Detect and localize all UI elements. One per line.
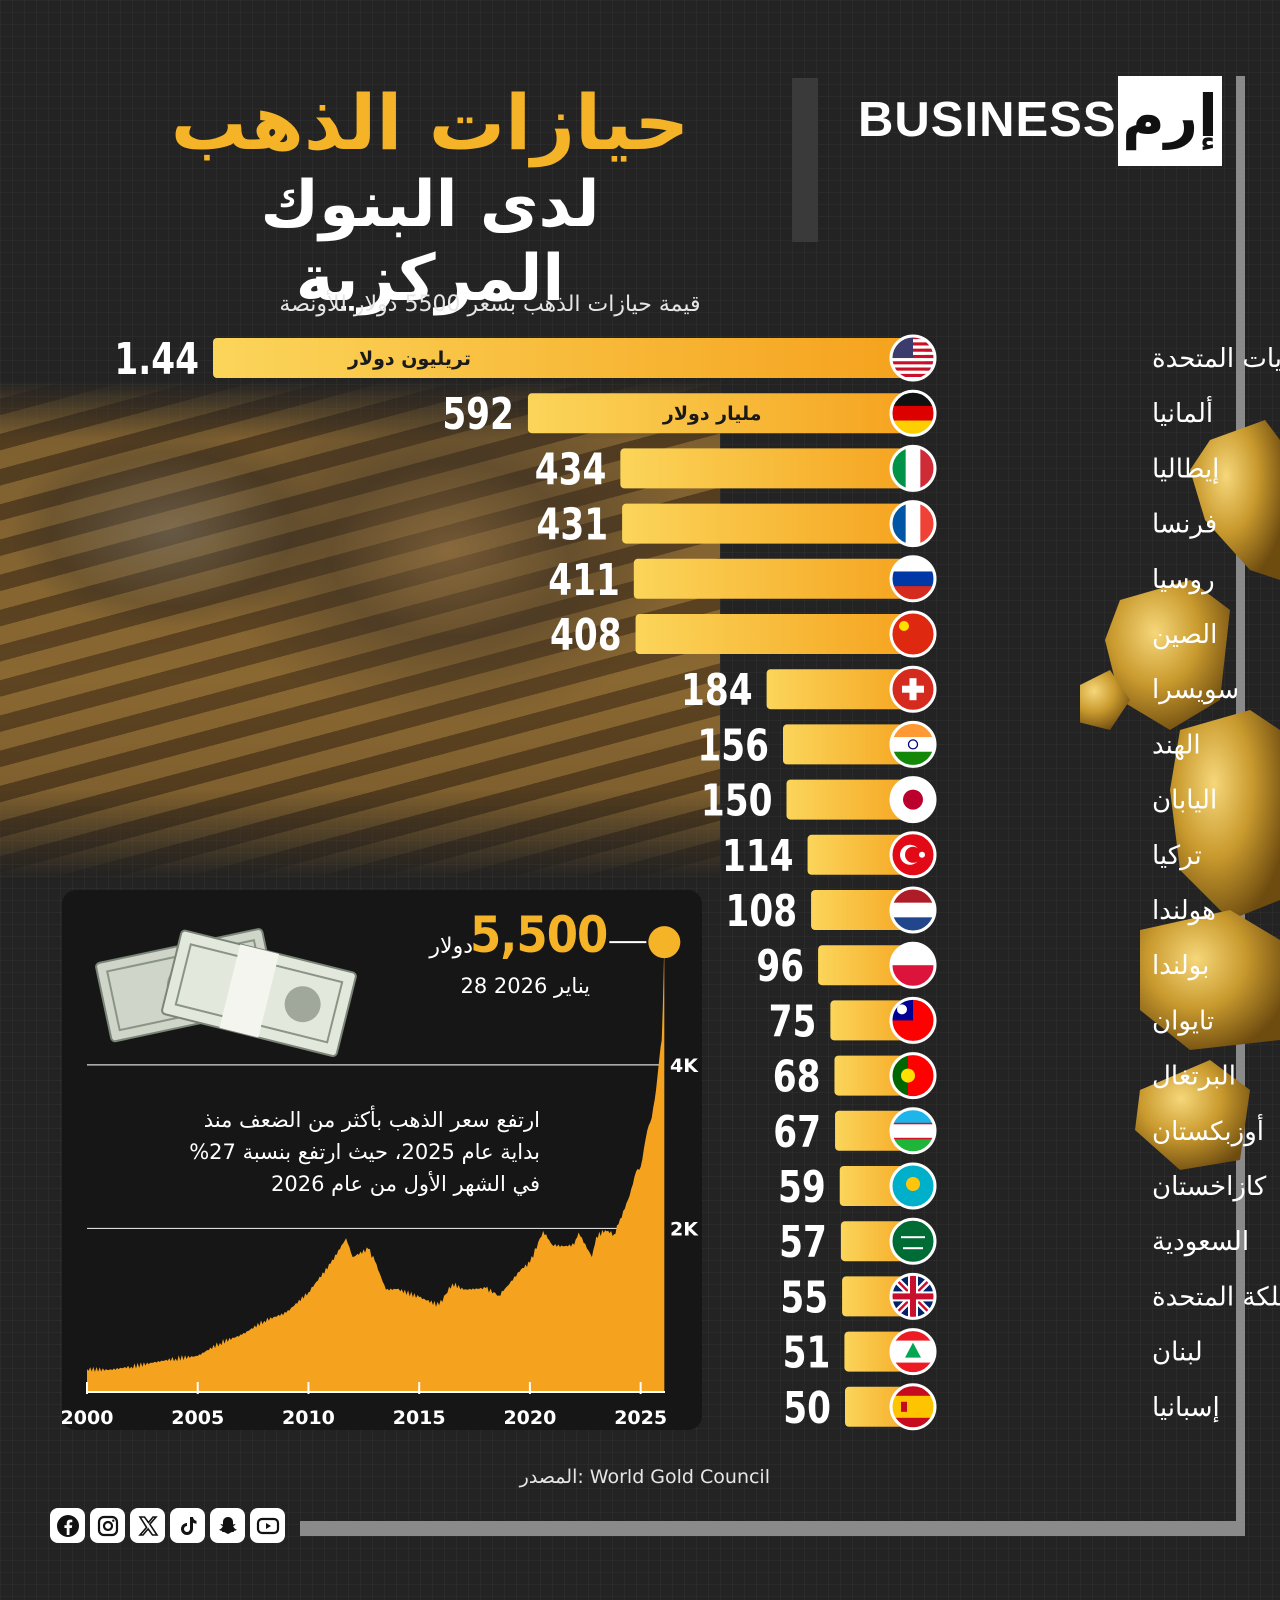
x-tick-label: 2025	[614, 1407, 667, 1429]
chart-subtitle: قيمة حيازات الذهب بسعر 5500 دولار للأونص…	[279, 292, 701, 317]
x-tick-label: 2005	[171, 1407, 224, 1429]
brand-name: BUSINESS	[858, 93, 1117, 147]
price-area	[87, 942, 665, 1392]
brand-mark: إرم	[1122, 82, 1218, 150]
social-links	[50, 1508, 285, 1543]
callout-date: 28 يناير 2026	[460, 974, 590, 998]
title-line-1: حيازات الذهب	[170, 78, 690, 167]
instagram-icon[interactable]	[90, 1508, 125, 1543]
header-divider	[792, 78, 818, 242]
source-credit: المصدر: World Gold Council	[519, 1466, 770, 1488]
x-tick-label: 2010	[282, 1407, 335, 1429]
snapchat-icon[interactable]	[210, 1508, 245, 1543]
y-tick-label: 2K	[670, 1218, 699, 1240]
callout-marker	[648, 926, 681, 959]
tiktok-icon[interactable]	[170, 1508, 205, 1543]
callout-unit: دولار	[429, 934, 473, 959]
cash-stack-image	[95, 928, 357, 1057]
x-tick-label: 2000	[61, 1407, 114, 1429]
facebook-icon[interactable]	[50, 1508, 85, 1543]
x-tick-label: 2015	[393, 1407, 446, 1429]
x-tick-label: 2020	[503, 1407, 556, 1429]
gold-nuggets-image	[1080, 420, 1280, 1170]
brand-logo: إرم	[1118, 76, 1222, 166]
price-chart-note: ارتفع سعر الذهب بأكثر من الضعف منذ بداية…	[189, 1108, 540, 1196]
youtube-icon[interactable]	[250, 1508, 285, 1543]
callout-price: 5,500	[470, 906, 608, 964]
x-icon[interactable]	[130, 1508, 165, 1543]
title-line-2: لدى البنوك المركزية	[260, 168, 600, 316]
gold-vault-image	[0, 380, 720, 880]
frame-bottom-rule	[300, 1521, 1245, 1536]
y-tick-label: 4K	[670, 1055, 699, 1077]
